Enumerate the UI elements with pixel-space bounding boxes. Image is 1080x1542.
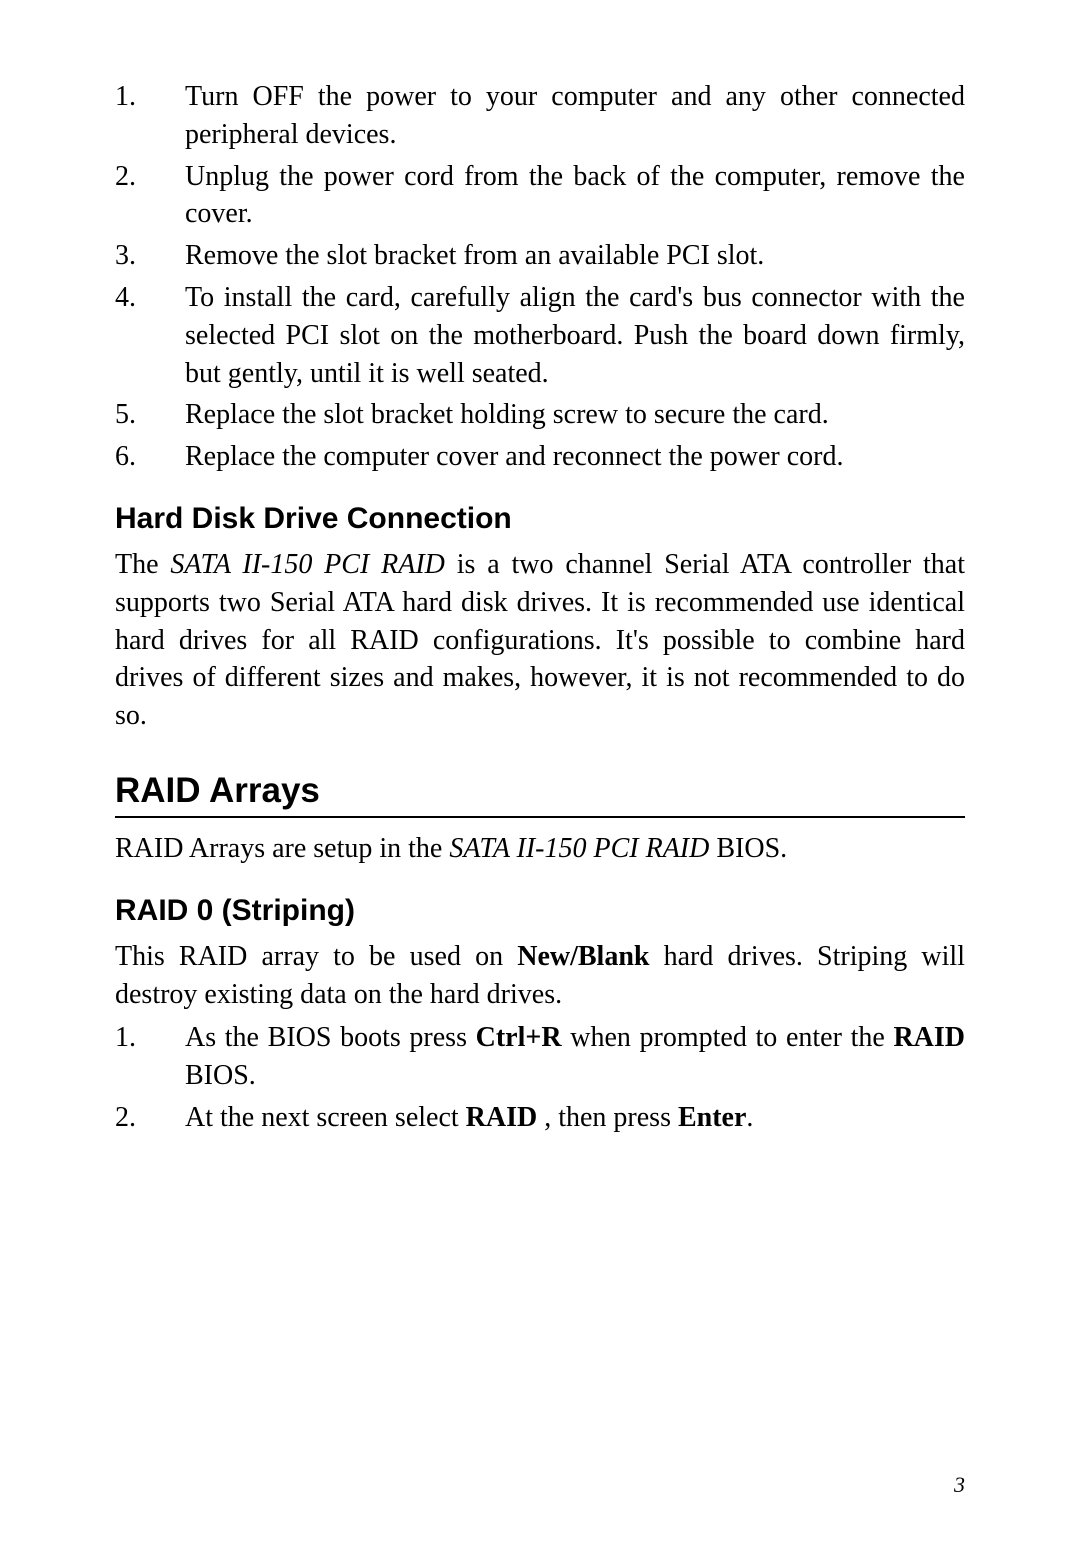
text-fragment: The [115,549,170,580]
bold-text: Ctrl+R [476,1022,562,1053]
bold-text: Enter [678,1102,746,1133]
text-fragment: As the BIOS boots press [185,1022,476,1053]
hdd-heading: Hard Disk Drive Connection [115,502,965,536]
step-number: 1. [115,1019,185,1095]
text-fragment: RAID Arrays are setup in the [115,833,449,864]
list-item: 2. Unplug the power cord from the back o… [115,158,965,234]
step-number: 2. [115,1099,185,1137]
raid-arrays-heading: RAID Arrays [115,771,965,814]
raid0-intro: This RAID array to be used on New/Blank … [115,938,965,1014]
step-number: 6. [115,438,185,476]
list-item: 5. Replace the slot bracket holding scre… [115,396,965,434]
text-fragment: , then press [537,1102,678,1133]
list-item: 1. As the BIOS boots press Ctrl+R when p… [115,1019,965,1095]
bold-text: RAID [466,1102,538,1133]
step-text: Remove the slot bracket from an availabl… [185,237,965,275]
raid-arrays-heading-block: RAID Arrays [115,771,965,818]
step-text: At the next screen select RAID , then pr… [185,1099,965,1137]
step-text: As the BIOS boots press Ctrl+R when prom… [185,1019,965,1095]
product-name: SATA II-150 PCI RAID [170,549,445,580]
raid-arrays-paragraph: RAID Arrays are setup in the SATA II-150… [115,830,965,868]
text-fragment: This RAID array to be used on [115,941,517,972]
text-fragment: BIOS. [709,833,787,864]
hdd-paragraph: The SATA II-150 PCI RAID is a two channe… [115,546,965,735]
heading-rule [115,816,965,818]
raid0-heading: RAID 0 (Striping) [115,894,965,928]
product-name: SATA II-150 PCI RAID [449,833,709,864]
text-fragment: when prompted to enter the [562,1022,894,1053]
step-number: 5. [115,396,185,434]
bold-text: New/Blank [517,941,649,972]
step-text: Turn OFF the power to your computer and … [185,78,965,154]
bold-text: RAID [893,1022,965,1053]
step-number: 3. [115,237,185,275]
list-item: 4. To install the card, carefully align … [115,279,965,392]
list-item: 6. Replace the computer cover and reconn… [115,438,965,476]
raid0-steps-list: 1. As the BIOS boots press Ctrl+R when p… [115,1019,965,1136]
text-fragment: BIOS. [185,1060,256,1091]
page-number: 3 [954,1472,965,1498]
step-number: 2. [115,158,185,234]
text-fragment: At the next screen select [185,1102,466,1133]
step-text: Replace the computer cover and reconnect… [185,438,965,476]
install-steps-list: 1. Turn OFF the power to your computer a… [115,78,965,476]
list-item: 2. At the next screen select RAID , then… [115,1099,965,1137]
step-text: Replace the slot bracket holding screw t… [185,396,965,434]
text-fragment: . [746,1102,753,1133]
step-number: 1. [115,78,185,154]
step-text: Unplug the power cord from the back of t… [185,158,965,234]
list-item: 1. Turn OFF the power to your computer a… [115,78,965,154]
list-item: 3. Remove the slot bracket from an avail… [115,237,965,275]
step-number: 4. [115,279,185,392]
step-text: To install the card, carefully align the… [185,279,965,392]
